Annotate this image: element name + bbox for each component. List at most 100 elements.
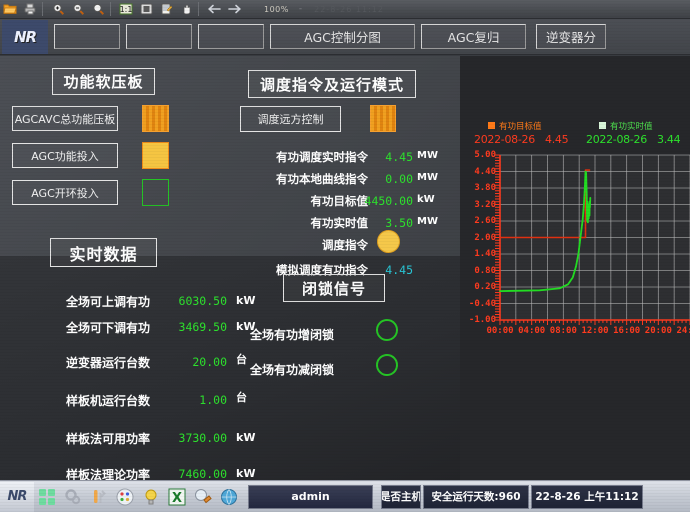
label-inverter-running-count: 逆变器运行台数 — [65, 356, 150, 370]
button-agc-function-enable[interactable]: AGC功能投入 — [12, 143, 118, 168]
lamp-dispatch-remote-control[interactable] — [370, 105, 396, 132]
value-downward-regulable-power: 3469.50 — [178, 320, 227, 334]
label-plant-active-increase-lock: 全场有功增闭锁 — [250, 328, 335, 342]
group-title-realtime-data: 实时数据 — [50, 238, 157, 267]
chart-x-tick: 08:00 — [549, 326, 577, 336]
chart-y-tick: 2.00 — [474, 232, 496, 243]
value-active-local-curve-command: 0.00 — [385, 172, 413, 186]
toolbar-separator — [110, 2, 114, 16]
bulb-icon[interactable] — [138, 484, 164, 510]
chart-legend: 有功目标值 有功实时值 2022-08-26 4.45 2022-08-26 3… — [460, 118, 690, 152]
unit-sample-method-available-power: kW — [236, 431, 256, 444]
tools-icon[interactable] — [86, 484, 112, 510]
chart-y-tick: 3.80 — [474, 183, 496, 193]
toolbar-dash: - — [298, 4, 303, 14]
value-upward-regulable-power: 6030.50 — [178, 294, 227, 308]
button-dispatch-remote-control[interactable]: 调度远方控制 — [240, 106, 341, 132]
paint-icon[interactable] — [190, 484, 216, 510]
unit-active-dispatch-realtime-command: MW — [417, 150, 438, 161]
chart-x-tick: 16:00 — [613, 326, 641, 336]
edit-icon[interactable] — [156, 1, 176, 18]
value-sample-method-available-power: 3730.00 — [178, 431, 227, 445]
toolbar-separator — [42, 2, 46, 16]
tray-host-status[interactable]: 是否主机 — [381, 484, 421, 509]
lamp-agc-function-enable[interactable] — [142, 142, 169, 169]
chart-y-tick: 3.20 — [474, 199, 496, 210]
taskbar-start-logo[interactable]: NR — [0, 481, 34, 512]
open-folder-icon[interactable] — [0, 1, 20, 18]
unit-upward-regulable-power: kW — [236, 294, 256, 307]
zoom-area-icon[interactable] — [88, 1, 108, 18]
chart-x-tick: 12:00 — [581, 326, 609, 336]
nr-logo: NR — [2, 19, 48, 54]
legend-label-target: 有功目标值 — [499, 122, 542, 132]
zoom-level-label: 100% — [264, 4, 289, 14]
label-active-target-value: 有功目标值 — [310, 194, 369, 208]
label-simulated-dispatch-active-command: 模拟调度有功指令 — [276, 263, 368, 277]
print-icon[interactable] — [20, 1, 40, 18]
taskbar: NR X admin 是否主机 安全运行天数:960 22-8-26 上午11:… — [0, 480, 690, 512]
chart-y-tick: 0.20 — [474, 282, 496, 292]
gears-icon[interactable] — [60, 484, 86, 510]
unit-inverter-running-count: 台 — [236, 353, 247, 366]
legend-date-target: 2022-08-26 — [474, 133, 535, 146]
tab-blank-1[interactable] — [54, 24, 120, 49]
excel-icon[interactable]: X — [164, 484, 190, 510]
main-canvas: 功能软压板 AGCAVC总功能压板 AGC功能投入 AGC开环投入 实时数据 全… — [0, 56, 690, 482]
tab-blank-2[interactable] — [126, 24, 192, 49]
label-active-realtime-value: 有功实时值 — [310, 216, 369, 230]
value-active-dispatch-realtime-command: 4.45 — [385, 150, 413, 164]
tab-inverter-diagram[interactable]: 逆变器分 — [536, 24, 606, 49]
unit-active-local-curve-command: MW — [417, 172, 438, 183]
chart-y-tick: 1.40 — [474, 249, 496, 259]
zoom-in-icon[interactable] — [48, 1, 68, 18]
taskbar-window-admin[interactable]: admin — [248, 484, 373, 509]
zoom-out-icon[interactable] — [68, 1, 88, 18]
group-title-soft-plate: 功能软压板 — [52, 68, 155, 95]
tab-agc-control-diagram[interactable]: AGC控制分图 — [270, 24, 415, 49]
svg-text:X: X — [172, 491, 182, 506]
apps-grid-icon[interactable] — [34, 484, 60, 510]
label-sample-method-available-power: 样板法可用功率 — [65, 432, 150, 446]
chart-y-tick: 2.60 — [474, 216, 496, 226]
tab-agc-reset[interactable]: AGC复归 — [421, 24, 526, 49]
legend-swatch-target — [488, 122, 495, 129]
unit-active-realtime-value: MW — [417, 216, 438, 227]
legend-value-realtime: 3.44 — [657, 133, 681, 146]
label-active-dispatch-realtime-command: 有功调度实时指令 — [276, 150, 368, 164]
chart-x-tick: 24:00 — [676, 326, 690, 336]
value-sample-machine-running-count: 1.00 — [199, 393, 227, 407]
label-dispatch-command: 调度指令 — [322, 238, 368, 252]
value-sample-method-theoretical-power: 7460.00 — [178, 467, 227, 481]
chart-y-tick: -1.00 — [468, 315, 496, 325]
one-to-one-icon[interactable]: 1:1 — [116, 1, 136, 18]
lamp-dispatch-command[interactable] — [377, 230, 400, 253]
button-agc-openloop-enable[interactable]: AGC开环投入 — [12, 180, 118, 205]
tab-blank-3[interactable] — [198, 24, 264, 49]
tray-clock[interactable]: 22-8-26 上午11:12 — [531, 484, 643, 509]
value-active-realtime-value: 3.50 — [385, 216, 413, 230]
toolbar-separator — [198, 2, 202, 16]
chart-y-tick: 0.80 — [474, 265, 496, 276]
lamp-agc-openloop-enable[interactable] — [142, 179, 169, 206]
lamp-plant-active-decrease-lock[interactable] — [376, 354, 398, 376]
top-toolbar: 1:1 100% - 22-8-26 11:12 — [0, 0, 690, 19]
forward-arrow-icon[interactable] — [224, 1, 244, 18]
chart-y-tick: 5.00 — [474, 150, 496, 160]
chart-y-tick: 4.40 — [474, 166, 496, 177]
chart-y-tick: -0.40 — [468, 298, 496, 309]
label-upward-regulable-power: 全场可上调有功 — [65, 295, 150, 309]
trend-chart[interactable]: 有功目标值 有功实时值 2022-08-26 4.45 2022-08-26 3… — [460, 56, 690, 480]
palette-icon[interactable] — [112, 484, 138, 510]
fit-screen-icon[interactable] — [136, 1, 156, 18]
unit-downward-regulable-power: kW — [236, 320, 256, 333]
lamp-plant-active-increase-lock[interactable] — [376, 319, 398, 341]
group-title-dispatch-mode: 调度指令及运行模式 — [248, 70, 416, 98]
tab-bar: NR AGC控制分图 AGC复归 逆变器分 — [0, 19, 690, 55]
hand-pan-icon[interactable] — [176, 1, 196, 18]
back-arrow-icon[interactable] — [204, 1, 224, 18]
tray-safe-running-days[interactable]: 安全运行天数:960 — [423, 484, 529, 509]
button-agcavc-master-plate[interactable]: AGCAVC总功能压板 — [12, 106, 118, 131]
lamp-agcavc-master-plate[interactable] — [142, 105, 169, 132]
globe-icon[interactable] — [216, 484, 242, 510]
